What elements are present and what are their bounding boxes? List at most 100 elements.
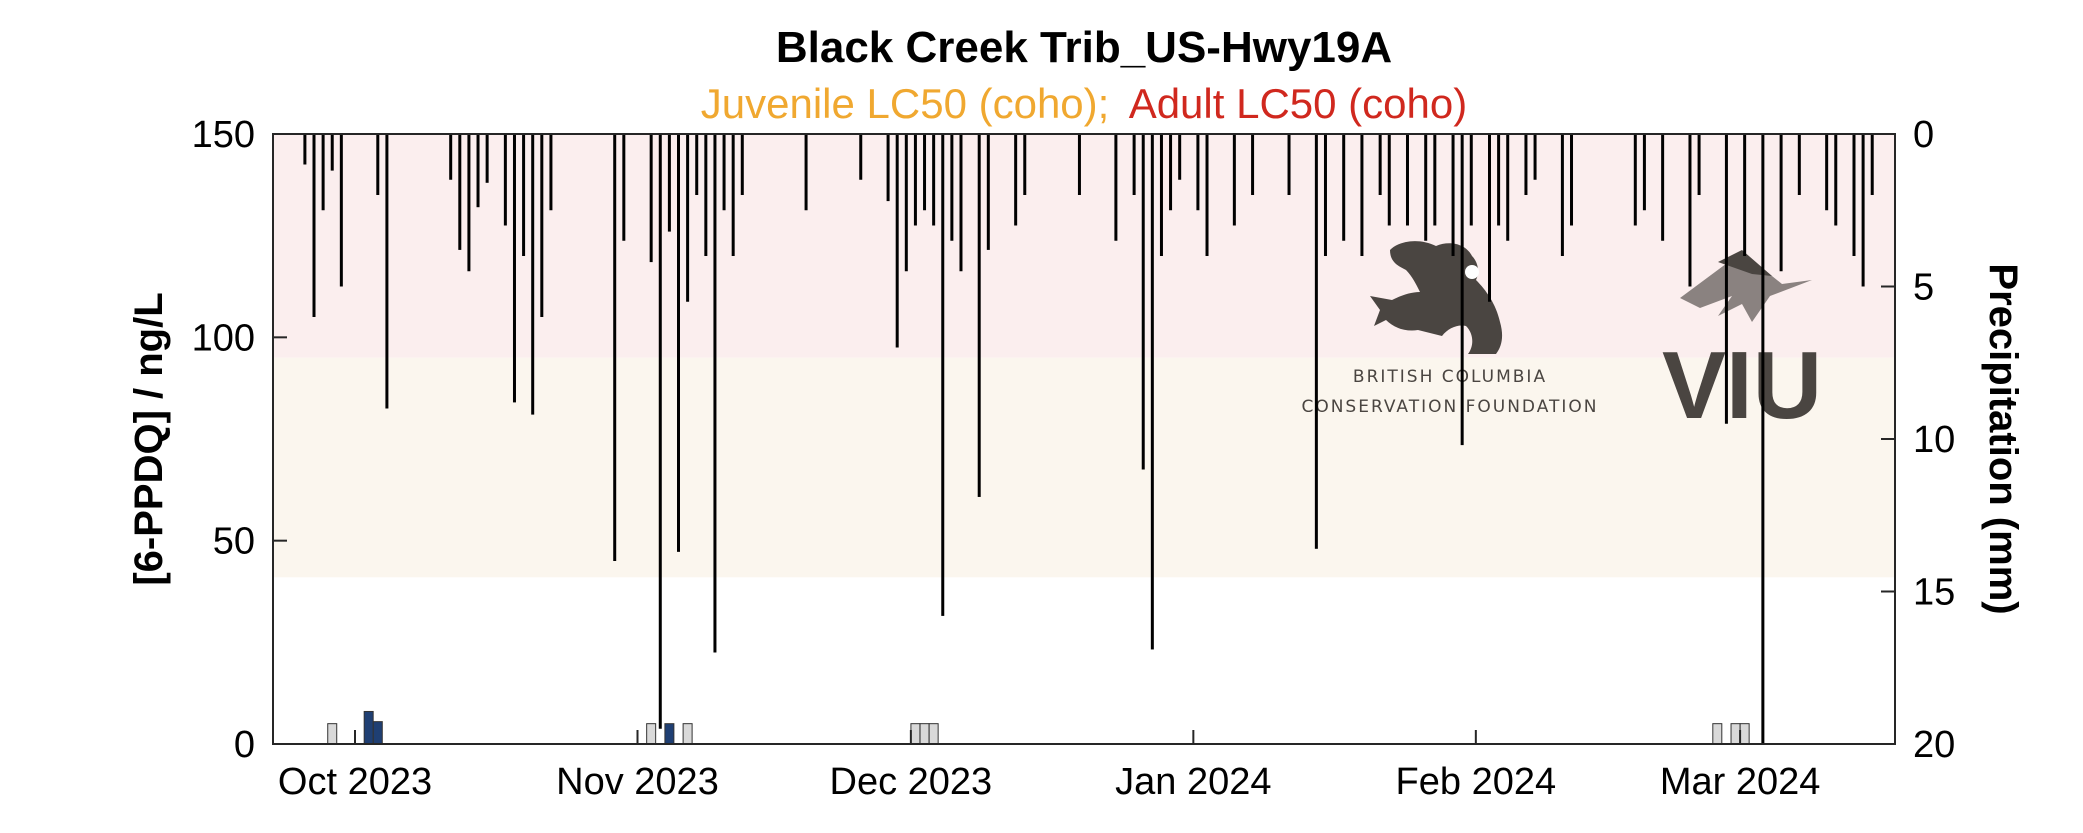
precip-bar bbox=[886, 134, 890, 202]
viu-logo: VIU bbox=[1662, 250, 1822, 439]
precip-bar bbox=[1861, 134, 1865, 287]
precip-bar bbox=[622, 134, 626, 241]
sample-bar bbox=[682, 723, 693, 745]
precip-bar bbox=[321, 134, 325, 211]
precip-bar bbox=[1870, 134, 1874, 195]
adult-lc50-band bbox=[273, 134, 1895, 358]
precip-bar bbox=[385, 134, 389, 409]
precip-bar bbox=[1697, 134, 1701, 195]
x-tick-label: Feb 2024 bbox=[1396, 761, 1557, 803]
precip-bar bbox=[695, 134, 699, 195]
precip-bar bbox=[1169, 134, 1173, 211]
precip-bar bbox=[904, 134, 908, 272]
y2-axis-label: Precipitation (mm) bbox=[1981, 263, 2025, 614]
precip-bar bbox=[1724, 134, 1728, 424]
precip-bar bbox=[1743, 134, 1747, 256]
precip-bar bbox=[312, 134, 316, 317]
precip-bar bbox=[1797, 134, 1801, 195]
precip-bar bbox=[1779, 134, 1783, 272]
precip-bar bbox=[1834, 134, 1838, 226]
precip-bar bbox=[1378, 134, 1382, 195]
precip-bar bbox=[1433, 134, 1437, 226]
precip-bar bbox=[1287, 134, 1291, 195]
precip-bar bbox=[649, 134, 653, 263]
precip-bar bbox=[722, 134, 726, 211]
precip-bar bbox=[1570, 134, 1574, 226]
y2-tick-label: 0 bbox=[1913, 114, 1934, 156]
precip-bar bbox=[1524, 134, 1528, 195]
bird-wing-icon bbox=[1718, 250, 1772, 276]
sample-bar bbox=[363, 710, 374, 745]
precip-bar bbox=[686, 134, 690, 302]
precip-bar bbox=[1506, 134, 1510, 241]
precip-bar bbox=[1251, 134, 1255, 195]
precip-bar bbox=[613, 134, 617, 561]
precip-bar bbox=[1023, 134, 1027, 195]
sample-bar bbox=[646, 723, 657, 745]
y2-tick-label: 20 bbox=[1913, 724, 1955, 766]
precip-bar bbox=[540, 134, 544, 317]
bear-eye-icon bbox=[1465, 265, 1479, 279]
precip-bar bbox=[959, 134, 963, 272]
precip-bar bbox=[1150, 134, 1154, 650]
x-tick-label: Nov 2023 bbox=[556, 761, 719, 803]
precip-bar bbox=[923, 134, 927, 211]
precip-bar bbox=[1825, 134, 1829, 211]
precip-bar bbox=[1533, 134, 1537, 180]
precip-bar bbox=[1852, 134, 1856, 256]
precip-bar bbox=[376, 134, 380, 195]
precip-bar bbox=[1323, 134, 1327, 256]
sample-bar bbox=[1730, 723, 1741, 745]
precip-bar bbox=[1761, 134, 1765, 744]
precip-bar bbox=[1205, 134, 1209, 256]
sample-bar bbox=[919, 723, 930, 745]
precip-bar bbox=[485, 134, 489, 183]
y2-tick-label: 5 bbox=[1913, 267, 1934, 309]
sample-bar bbox=[1739, 723, 1750, 745]
precip-bar bbox=[932, 134, 936, 226]
precip-bar bbox=[1132, 134, 1136, 195]
precip-bar bbox=[449, 134, 453, 180]
bccf-line2: CONSERVATION FOUNDATION bbox=[1301, 397, 1598, 417]
precip-bar bbox=[1077, 134, 1081, 195]
precip-bar bbox=[339, 134, 343, 287]
precip-bar bbox=[1405, 134, 1409, 226]
precip-bar bbox=[1141, 134, 1145, 470]
y-tick-label: 150 bbox=[192, 114, 255, 156]
subtitle-juvenile: Juvenile LC50 (coho); bbox=[701, 80, 1110, 127]
sample-bar bbox=[910, 723, 921, 745]
precip-bar bbox=[1642, 134, 1646, 211]
sample-bar bbox=[1712, 723, 1723, 745]
sample-bar bbox=[928, 723, 939, 745]
precip-bar bbox=[859, 134, 863, 180]
x-tick-label: Dec 2023 bbox=[830, 761, 993, 803]
precip-bar bbox=[977, 134, 981, 497]
precip-bar bbox=[667, 134, 671, 232]
x-axis-ticks: Oct 2023 Nov 2023 Dec 2023 Jan 2024 Feb 2024… bbox=[278, 730, 1820, 803]
precip-bar bbox=[941, 134, 945, 616]
precip-bar bbox=[1360, 134, 1364, 256]
sample-series bbox=[327, 710, 1750, 745]
precip-bar bbox=[330, 134, 334, 171]
precip-bar bbox=[503, 134, 507, 226]
precip-bar bbox=[1424, 134, 1428, 241]
precip-bar bbox=[467, 134, 471, 272]
viu-wordmark: VIU bbox=[1662, 332, 1822, 439]
precip-bar bbox=[476, 134, 480, 208]
chart-subtitle: Juvenile LC50 (coho); Adult LC50 (coho) bbox=[701, 80, 1467, 127]
precip-bar bbox=[804, 134, 808, 211]
y-tick-label: 100 bbox=[192, 317, 255, 359]
precip-bar bbox=[303, 134, 307, 165]
y2-tick-label: 10 bbox=[1913, 419, 1955, 461]
precip-bar bbox=[731, 134, 735, 256]
y-tick-label: 50 bbox=[213, 521, 255, 563]
juvenile-lc50-band bbox=[273, 357, 1895, 578]
precipitation-series bbox=[303, 134, 1874, 744]
precip-bar bbox=[1178, 134, 1182, 180]
bccf-logo: BRITISH COLUMBIA CONSERVATION FOUNDATION bbox=[1301, 241, 1598, 417]
sample-bar bbox=[327, 723, 338, 745]
precip-bar bbox=[1232, 134, 1236, 226]
right-axis-ticks: 0 5 10 15 20 bbox=[1881, 114, 1955, 766]
precip-bar bbox=[531, 134, 535, 415]
left-axis-ticks: 0 50 100 150 bbox=[192, 114, 287, 766]
